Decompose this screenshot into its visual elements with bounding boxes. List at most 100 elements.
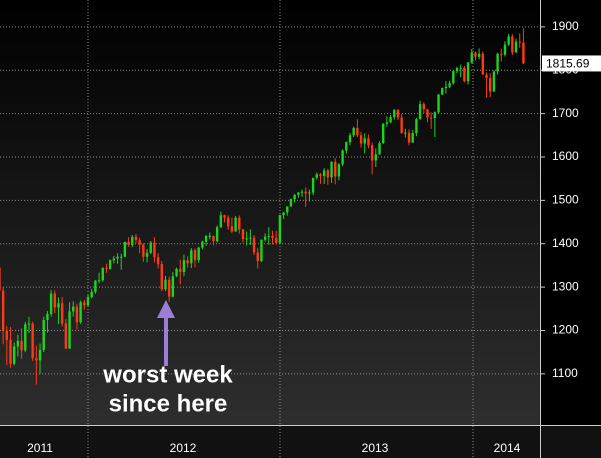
candle-body — [352, 127, 355, 136]
candle-body — [370, 145, 374, 161]
candle-body — [116, 256, 119, 259]
candle-body — [385, 122, 389, 124]
last-value-label: 1815.69 — [546, 57, 590, 71]
candle-body — [496, 53, 499, 72]
candle-body — [16, 340, 20, 347]
candle-body — [293, 194, 296, 200]
candle-body — [208, 235, 211, 237]
candle-body — [308, 192, 311, 194]
candle-body — [304, 191, 307, 194]
candle-body — [522, 42, 525, 64]
candle-body — [27, 323, 31, 325]
period-label: 2012 — [170, 441, 197, 455]
candle-body — [311, 177, 315, 193]
x-axis-panel — [0, 425, 601, 458]
candle-body — [238, 217, 241, 230]
candle-body — [42, 320, 45, 350]
candle-body — [182, 260, 186, 272]
candle-body — [5, 330, 9, 340]
candle-body — [20, 340, 23, 351]
y-tick-label: 1700 — [552, 106, 579, 120]
candle-body — [429, 117, 433, 119]
candle-body — [38, 349, 42, 361]
candle-body — [260, 239, 263, 262]
last-value-box — [542, 55, 601, 72]
candle-body — [234, 217, 237, 232]
candle-body — [131, 236, 134, 246]
candle-body — [422, 104, 425, 110]
candle-body — [278, 215, 282, 243]
y-tick-label: 1200 — [552, 323, 579, 337]
candle-body — [53, 293, 56, 308]
candle-body — [0, 267, 1, 291]
candle-body — [271, 235, 274, 239]
candle-body — [474, 52, 477, 57]
candle-body — [75, 306, 79, 323]
candle-body — [86, 297, 90, 306]
candle-body — [407, 132, 411, 143]
candle-body — [334, 161, 337, 177]
y-axis-panel — [540, 0, 601, 458]
candle-body — [470, 52, 473, 63]
candle-body — [94, 280, 97, 292]
candle-body — [297, 192, 300, 195]
candle-body — [330, 161, 333, 178]
y-tick-label: 1600 — [552, 149, 579, 163]
y-tick-label: 1400 — [552, 236, 579, 250]
candle-body — [337, 164, 341, 177]
candle-body — [400, 117, 403, 134]
candle-body — [112, 258, 116, 261]
candle-body — [145, 252, 149, 257]
y-tick-label: 1500 — [552, 193, 579, 207]
candle-body — [489, 78, 492, 92]
candle-body — [24, 324, 27, 351]
candle-body — [245, 238, 248, 240]
grid — [0, 0, 540, 458]
candle-body — [274, 238, 278, 243]
candle-body — [156, 257, 160, 265]
candle-body — [374, 154, 378, 161]
candle-body — [31, 323, 34, 359]
candle-body — [367, 138, 370, 146]
candle-body — [452, 71, 455, 84]
candle-body — [215, 227, 219, 242]
candle-body — [466, 62, 470, 82]
candle-body — [404, 132, 407, 134]
candle-body — [72, 306, 75, 312]
candle-body — [175, 268, 178, 277]
candle-body — [326, 170, 330, 178]
candle-body — [514, 41, 518, 53]
candle-body — [201, 241, 204, 248]
candle-body — [378, 143, 381, 155]
candle-body — [223, 215, 226, 218]
candle-body — [90, 291, 93, 298]
candle-body — [507, 36, 510, 45]
candle-body — [511, 36, 514, 53]
candle-body — [356, 127, 359, 136]
candle-body — [179, 268, 182, 272]
period-label: 2011 — [27, 441, 53, 455]
candle-body — [503, 44, 507, 55]
candle-body — [363, 138, 366, 144]
candle-body — [46, 313, 49, 321]
candle-body — [322, 170, 326, 177]
candle-body — [256, 252, 259, 262]
candle-body — [64, 323, 68, 349]
candle-body — [1, 290, 5, 331]
candle-body — [193, 250, 197, 261]
candle-body — [492, 71, 496, 92]
candle-body — [393, 109, 396, 118]
candle-body — [437, 94, 440, 113]
candle-body — [315, 174, 318, 178]
candle-body — [13, 346, 16, 364]
candle-body — [455, 68, 459, 72]
candle-body — [160, 264, 163, 290]
candle-body — [204, 235, 208, 242]
candle-body — [267, 235, 271, 237]
candle-body — [138, 240, 141, 245]
candle-body — [120, 256, 123, 258]
candle-body — [123, 241, 127, 257]
candle-body — [263, 236, 267, 240]
y-tick-label: 1900 — [552, 19, 579, 33]
